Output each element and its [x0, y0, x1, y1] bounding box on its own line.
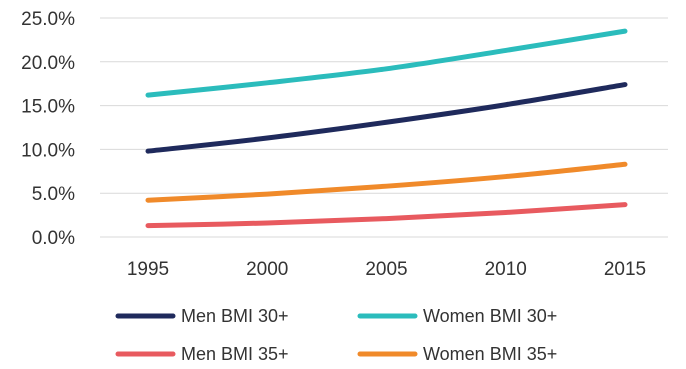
x-tick-label: 2010 — [485, 259, 527, 280]
series-layer — [145, 28, 628, 229]
legend-item-women-bmi-30: Women BMI 30+ — [357, 306, 557, 326]
y-tick-label: 25.0% — [21, 9, 75, 30]
legend-label: Women BMI 35+ — [423, 344, 557, 364]
y-tick-label: 15.0% — [21, 97, 75, 118]
legend-item-men-bmi-35: Men BMI 35+ — [115, 344, 289, 364]
x-axis-ticks: 1995 2000 2005 2010 2015 — [127, 259, 646, 280]
legend-item-men-bmi-30: Men BMI 30+ — [115, 306, 289, 326]
x-tick-label: 2005 — [365, 259, 407, 280]
legend: Men BMI 30+ Women BMI 30+ Men BMI 35+ Women… — [115, 306, 557, 364]
series-line-men-bmi-30 — [145, 82, 628, 154]
x-tick-label: 2015 — [604, 259, 646, 280]
grid-layer — [100, 17, 668, 238]
y-axis-ticks: 0.0% 5.0% 10.0% 15.0% 20.0% 25.0% — [21, 9, 75, 249]
legend-label: Women BMI 30+ — [423, 306, 557, 326]
x-tick-label: 2000 — [246, 259, 288, 280]
y-tick-label: 20.0% — [21, 53, 75, 74]
series-line-women-bmi-35 — [145, 161, 628, 203]
legend-item-women-bmi-35: Women BMI 35+ — [357, 344, 557, 364]
y-tick-label: 10.0% — [21, 140, 75, 161]
legend-label: Men BMI 35+ — [181, 344, 289, 364]
y-tick-label: 0.0% — [32, 228, 75, 249]
y-tick-label: 5.0% — [32, 184, 75, 205]
series-line-men-bmi-35 — [145, 202, 628, 229]
series-line-women-bmi-30 — [145, 28, 628, 98]
x-tick-label: 1995 — [127, 259, 169, 280]
legend-label: Men BMI 30+ — [181, 306, 289, 326]
